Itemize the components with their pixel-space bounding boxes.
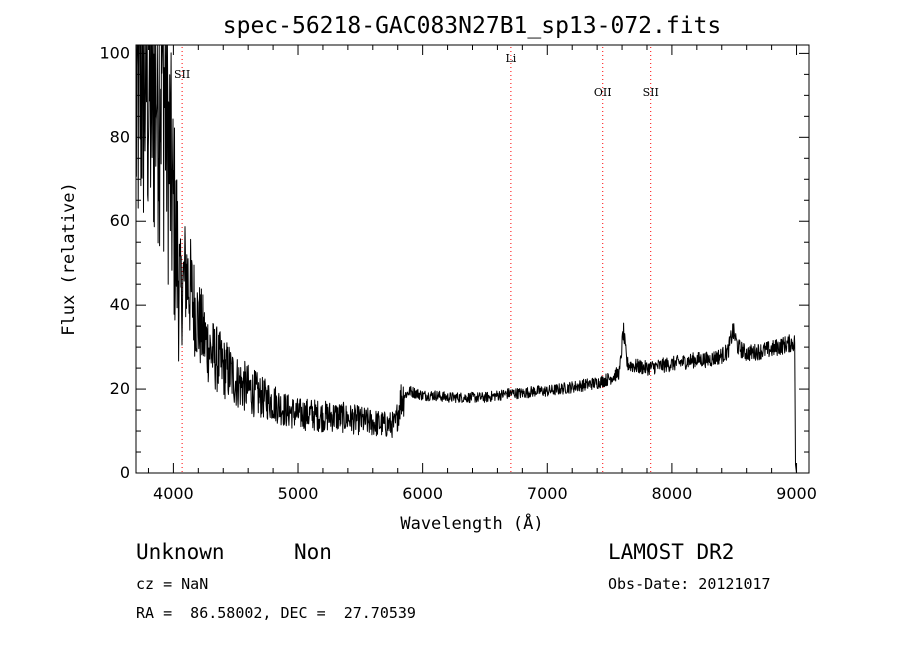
- object-class: Unknown: [136, 540, 225, 564]
- spectral-line-label: SII: [174, 68, 190, 81]
- x-tick-label: 6000: [402, 484, 443, 503]
- y-tick-label: 40: [110, 295, 130, 314]
- spectral-line-label: Li: [505, 52, 516, 65]
- x-tick-label: 5000: [278, 484, 319, 503]
- y-axis-label: Flux (relative): [59, 182, 79, 336]
- plot-area: SII Li OII SII: [135, 44, 797, 474]
- y-tick-label: 20: [110, 379, 130, 398]
- y-tick-label: 100: [99, 43, 130, 62]
- y-axis: 0 20 40 60 80 100: [99, 43, 809, 482]
- x-tick-label: 7000: [527, 484, 568, 503]
- spectral-line-label: OII: [594, 86, 612, 99]
- object-subclass: Non: [294, 540, 332, 564]
- coordinates-readout: RA = 86.58002, DEC = 27.70539: [136, 604, 416, 622]
- x-tick-label: 4000: [153, 484, 194, 503]
- x-axis: 4000 5000 6000 7000 8000 9000: [147, 45, 817, 503]
- x-tick-label: 9000: [776, 484, 817, 503]
- spectrum-line: [135, 44, 797, 474]
- x-axis-label: Wavelength (Å): [400, 512, 543, 534]
- y-tick-label: 0: [120, 463, 130, 482]
- plot-frame: [135, 44, 810, 474]
- y-tick-label: 80: [110, 127, 130, 146]
- y-tick-label: 60: [110, 211, 130, 230]
- chart-title: spec-56218-GAC083N27B1_sp13-072.fits: [223, 13, 722, 39]
- x-tick-label: 8000: [652, 484, 693, 503]
- survey-name: LAMOST DR2: [608, 540, 735, 564]
- obs-date: Obs-Date: 20121017: [608, 575, 771, 593]
- spectral-line-label: SII: [643, 86, 659, 99]
- redshift-readout: cz = NaN: [136, 575, 209, 593]
